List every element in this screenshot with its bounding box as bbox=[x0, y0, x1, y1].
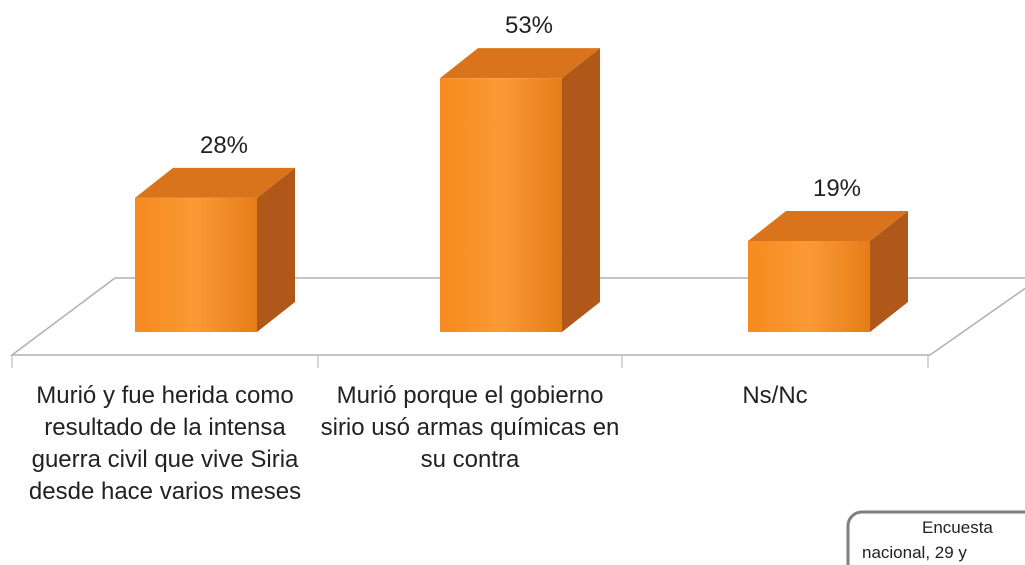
note: Encuesta bbox=[922, 518, 993, 537]
bar bbox=[135, 197, 257, 332]
bar-top bbox=[440, 48, 600, 79]
bar bbox=[440, 78, 562, 332]
note-box bbox=[846, 510, 1025, 565]
category-label: Murió porque el gobierno sirio usó armas… bbox=[320, 382, 620, 473]
bar-top bbox=[748, 210, 908, 241]
value-label: 53% bbox=[505, 12, 553, 39]
bar-side bbox=[257, 167, 295, 332]
category-label: Murió y fue herida como resultado de la … bbox=[28, 382, 302, 505]
bar-side bbox=[562, 48, 600, 332]
value-label: 28% bbox=[200, 132, 248, 159]
note: nacional, 29 y bbox=[862, 543, 967, 562]
category-label: Ns/Nc bbox=[742, 382, 808, 409]
bar bbox=[748, 240, 870, 332]
bar-top bbox=[135, 167, 295, 198]
value-label: 19% bbox=[813, 175, 861, 202]
bar-side bbox=[870, 210, 908, 332]
